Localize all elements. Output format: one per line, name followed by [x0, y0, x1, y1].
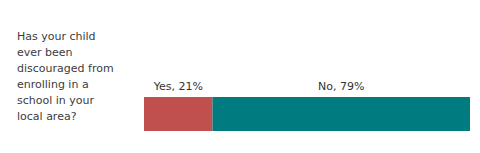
- svg-text:No, 79%: No, 79%: [318, 80, 364, 93]
- svg-text:Yes, 21%: Yes, 21%: [153, 80, 203, 93]
- svg-text:discouraged from: discouraged from: [17, 62, 114, 75]
- svg-text:local area?: local area?: [17, 110, 77, 123]
- svg-text:ever been: ever been: [17, 46, 73, 59]
- svg-text:school in your: school in your: [17, 94, 94, 107]
- svg-text:Has your child: Has your child: [17, 30, 96, 43]
- svg-text:enrolling in a: enrolling in a: [17, 78, 89, 91]
